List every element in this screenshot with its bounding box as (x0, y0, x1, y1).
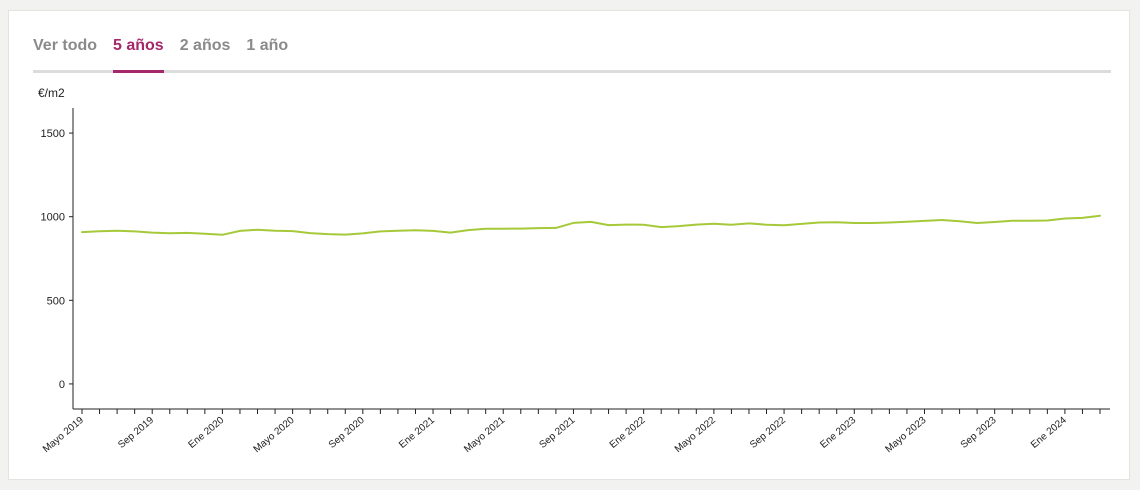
series-group (81, 214, 1101, 236)
y-tick-label: 1500 (41, 128, 65, 140)
y-axis: 0 500 1000 1500 (41, 108, 74, 409)
tab-5-anos[interactable]: 5 años (113, 35, 164, 73)
y-tick-label: 0 (59, 379, 65, 391)
x-tick-label: Mayo 2019 (41, 415, 86, 456)
y-axis-unit-label: €/m2 (38, 86, 65, 100)
x-tick-label: Sep 2019 (116, 415, 156, 451)
x-tick-label: Ene 2022 (608, 415, 648, 451)
x-tick-label: Ene 2024 (1029, 415, 1069, 451)
x-tick-label: Mayo 2021 (462, 415, 507, 456)
y-tick-label: 500 (47, 295, 65, 307)
x-tick-label: Mayo 2020 (252, 415, 297, 456)
series-line-0 (81, 214, 1101, 236)
x-tick-label: Sep 2020 (327, 415, 367, 451)
x-tick-label: Mayo 2022 (673, 415, 718, 456)
x-tick-label: Sep 2023 (959, 415, 999, 451)
x-tick-label: Ene 2021 (397, 415, 437, 451)
x-tick-label: Sep 2021 (537, 415, 577, 451)
chart-card: Ver todo 5 años 2 años 1 año (8, 10, 1130, 480)
tab-2-anos[interactable]: 2 años (179, 37, 231, 54)
period-tabs: Ver todo 5 años 2 años 1 año (33, 35, 1111, 73)
x-tick-label: Sep 2022 (748, 415, 788, 451)
tab-1-ano[interactable]: 1 año (246, 37, 289, 54)
x-tick-label: Ene 2023 (818, 415, 858, 451)
x-tick-label: Mayo 2023 (883, 415, 928, 456)
tab-ver-todo[interactable]: Ver todo (33, 37, 98, 54)
y-tick-label: 1000 (41, 212, 65, 224)
x-axis: Mayo 2019 Sep 2019 Ene 2020 Mayo 2020 Sep 20… (41, 408, 1110, 456)
x-tick-label: Ene 2020 (186, 415, 226, 451)
